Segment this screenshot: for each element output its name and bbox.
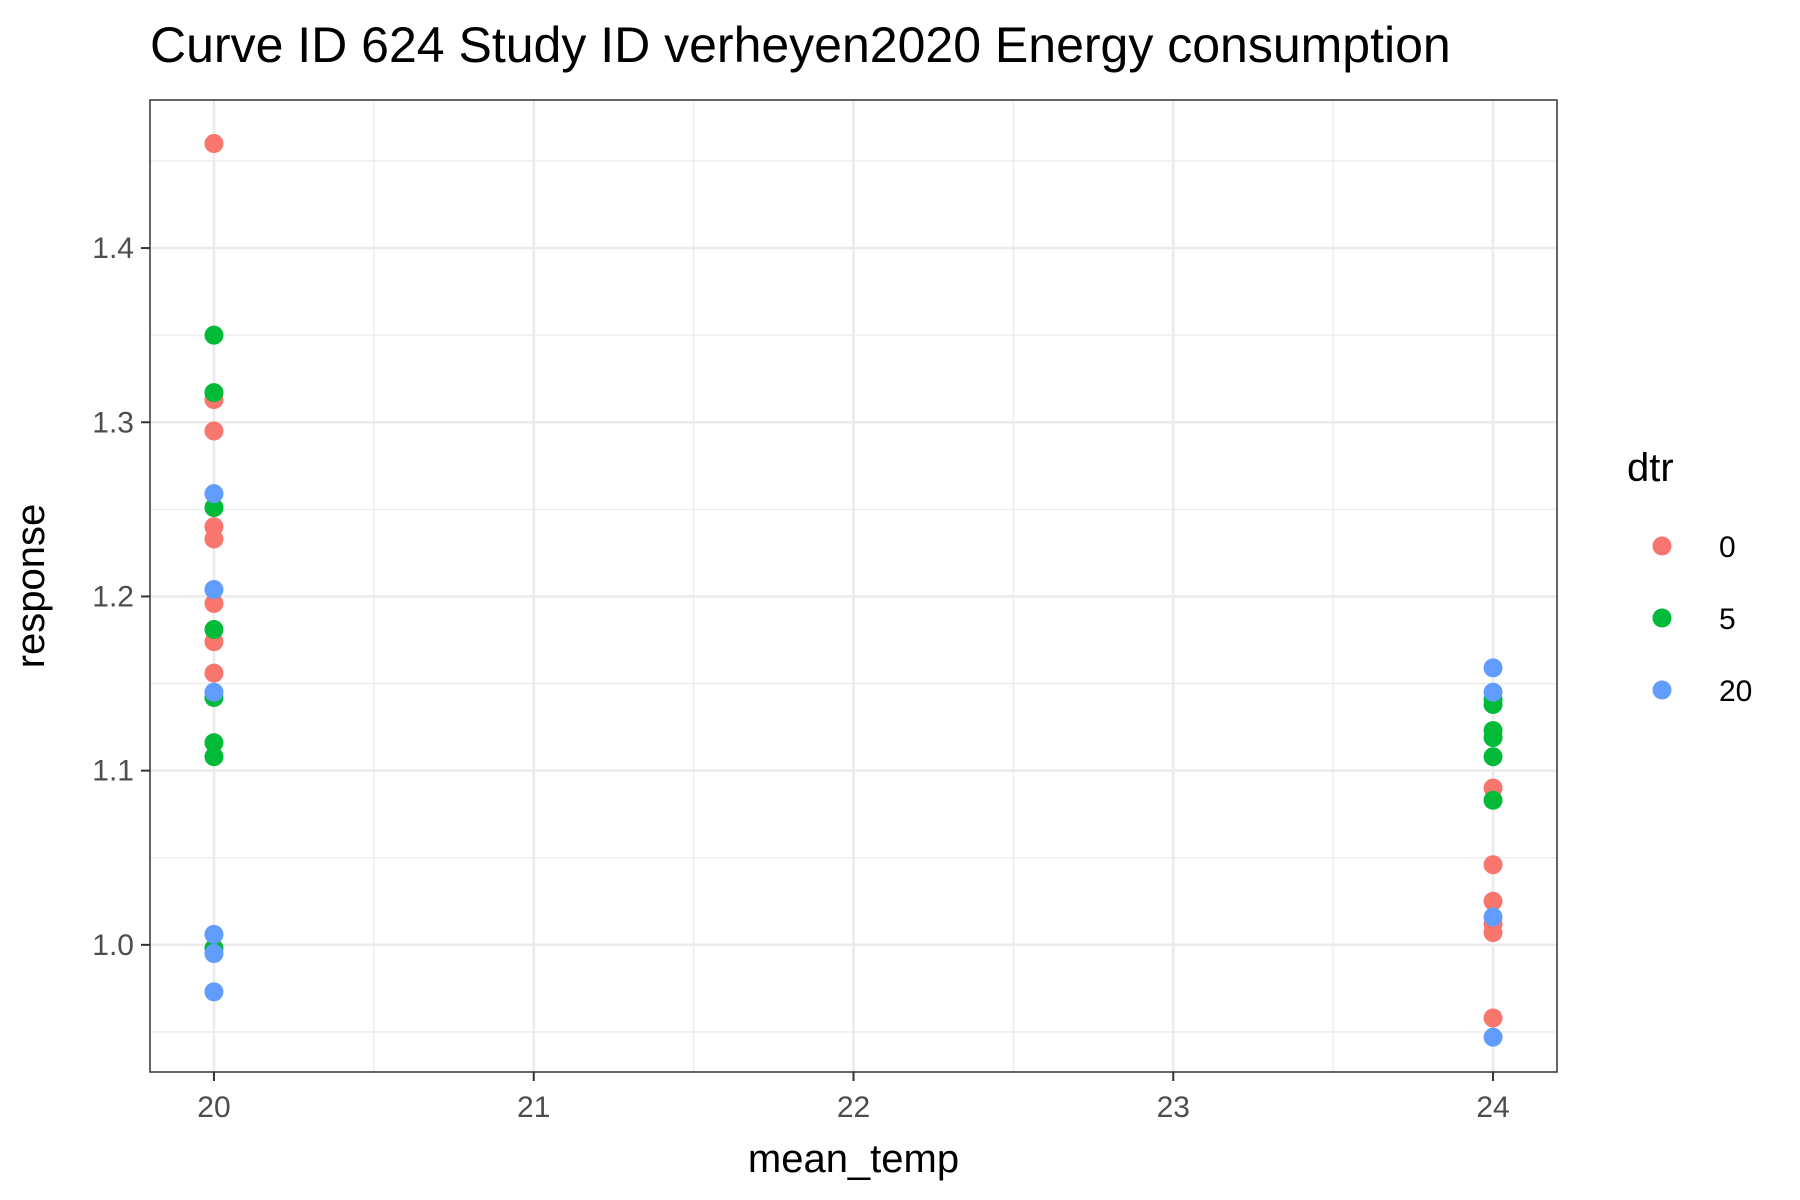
- data-point-dtr-5: [204, 325, 224, 345]
- data-point-dtr-5: [204, 620, 224, 640]
- legend-label-dtr-5: 5: [1719, 603, 1736, 636]
- x-axis: 20 21 22 23 24: [197, 1072, 1510, 1124]
- legend-key-dtr-20: [1652, 680, 1672, 700]
- plot-panel: [149, 99, 1558, 1073]
- data-point-dtr-5: [204, 498, 224, 518]
- data-point-dtr-5: [1483, 790, 1503, 810]
- legend-title: dtr: [1627, 446, 1674, 490]
- y-tick-label: 1.2: [92, 580, 134, 613]
- data-point-dtr-5: [204, 747, 224, 767]
- y-tick-label: 1.4: [92, 232, 134, 265]
- data-point-dtr-0: [204, 593, 224, 613]
- data-point-dtr-0: [1483, 923, 1503, 943]
- y-tick-label: 1.0: [92, 929, 134, 962]
- y-tick-label: 1.1: [92, 755, 134, 788]
- legend-label-dtr-0: 0: [1719, 531, 1736, 564]
- x-axis-title: mean_temp: [748, 1137, 959, 1181]
- chart-title: Curve ID 624 Study ID verheyen2020 Energ…: [150, 17, 1451, 73]
- data-point-dtr-20: [1483, 682, 1503, 702]
- data-point-dtr-20: [204, 682, 224, 702]
- data-point-dtr-0: [204, 663, 224, 683]
- data-point-dtr-0: [204, 134, 224, 154]
- data-point-dtr-0: [204, 421, 224, 441]
- data-point-dtr-20: [204, 484, 224, 504]
- x-tick-label: 20: [197, 1091, 230, 1124]
- x-tick-label: 24: [1476, 1091, 1509, 1124]
- data-point-dtr-20: [1483, 907, 1503, 927]
- data-point-dtr-0: [204, 529, 224, 549]
- data-point-dtr-5: [204, 733, 224, 753]
- data-point-dtr-20: [204, 944, 224, 964]
- x-tick-label: 23: [1157, 1091, 1190, 1124]
- legend-label-dtr-20: 20: [1719, 675, 1752, 708]
- y-tick-label: 1.3: [92, 406, 134, 439]
- data-point-dtr-20: [1483, 658, 1503, 678]
- legend-key-dtr-5: [1652, 608, 1672, 628]
- data-point-dtr-20: [204, 924, 224, 944]
- legend-key-dtr-0: [1652, 536, 1672, 556]
- data-point-dtr-5: [204, 383, 224, 403]
- y-axis-title: response: [9, 504, 53, 669]
- legend: dtr 0 5 20: [1627, 446, 1752, 708]
- data-point-dtr-5: [1483, 728, 1503, 748]
- data-point-dtr-20: [204, 579, 224, 599]
- data-point-dtr-20: [1483, 1027, 1503, 1047]
- data-point-dtr-0: [1483, 891, 1503, 911]
- data-point-dtr-5: [1483, 747, 1503, 767]
- x-tick-label: 22: [837, 1091, 870, 1124]
- x-tick-label: 21: [517, 1091, 550, 1124]
- data-point-dtr-0: [1483, 855, 1503, 875]
- data-point-dtr-20: [204, 982, 224, 1002]
- data-point-dtr-0: [1483, 1008, 1503, 1028]
- y-axis: 1.0 1.1 1.2 1.3 1.4: [92, 232, 150, 962]
